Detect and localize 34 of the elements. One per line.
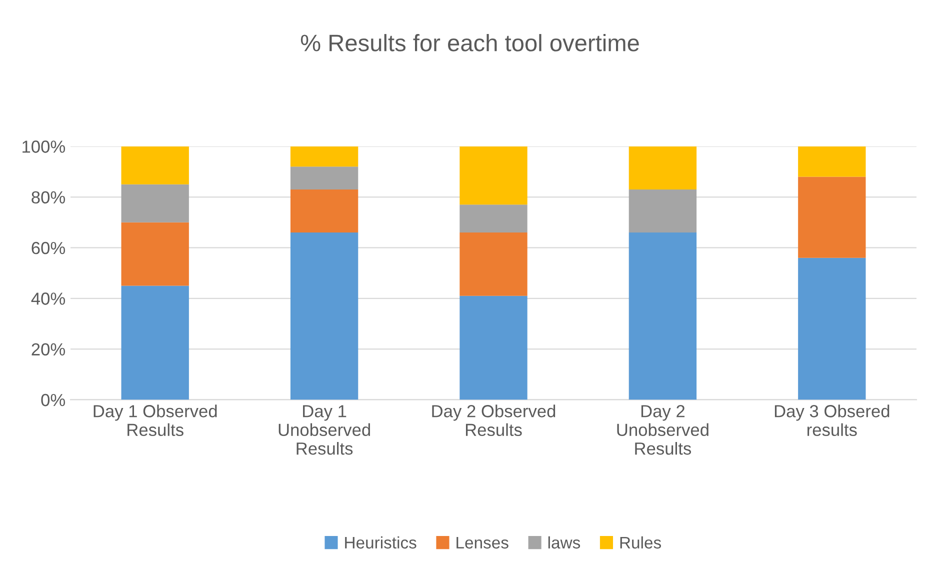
bar bbox=[798, 258, 866, 400]
y-tick-label: 60% bbox=[32, 242, 66, 254]
bar bbox=[290, 166, 358, 190]
bar bbox=[121, 222, 189, 286]
y-tick-label: 20% bbox=[32, 343, 66, 356]
bar bbox=[798, 176, 866, 258]
bar bbox=[628, 189, 697, 233]
bar bbox=[628, 232, 697, 400]
x-tick-label: Day 3 Obsered results bbox=[774, 404, 890, 436]
chart-title: % Results for each tool overtime bbox=[300, 34, 639, 52]
y-tick-label: 100% bbox=[22, 140, 66, 153]
bar bbox=[121, 146, 189, 184]
bar bbox=[121, 184, 189, 222]
bar bbox=[290, 232, 358, 400]
x-tick-label: Day 2 Observed Results bbox=[432, 404, 556, 436]
bar bbox=[628, 146, 697, 190]
bar bbox=[798, 146, 866, 177]
bar bbox=[290, 189, 358, 233]
legend-label: Lenses bbox=[456, 536, 508, 549]
bar bbox=[290, 146, 358, 167]
bar bbox=[121, 286, 189, 400]
y-tick-label: 0% bbox=[41, 394, 66, 406]
bar bbox=[460, 146, 528, 205]
bar bbox=[460, 296, 528, 400]
legend-label: laws bbox=[548, 536, 580, 549]
legend-label: Rules bbox=[620, 536, 661, 549]
bar bbox=[460, 232, 528, 296]
y-tick-label: 40% bbox=[31, 292, 66, 305]
x-tick-label: Day 2 Unobserved Results bbox=[617, 405, 708, 455]
x-tick-label: Day 1 Unobserved Results bbox=[278, 405, 370, 455]
y-tick-label: 80% bbox=[32, 191, 66, 204]
legend-label: Heuristics bbox=[345, 536, 416, 549]
bar bbox=[460, 204, 528, 233]
x-tick-label: Day 1 Observed Results bbox=[94, 404, 217, 436]
